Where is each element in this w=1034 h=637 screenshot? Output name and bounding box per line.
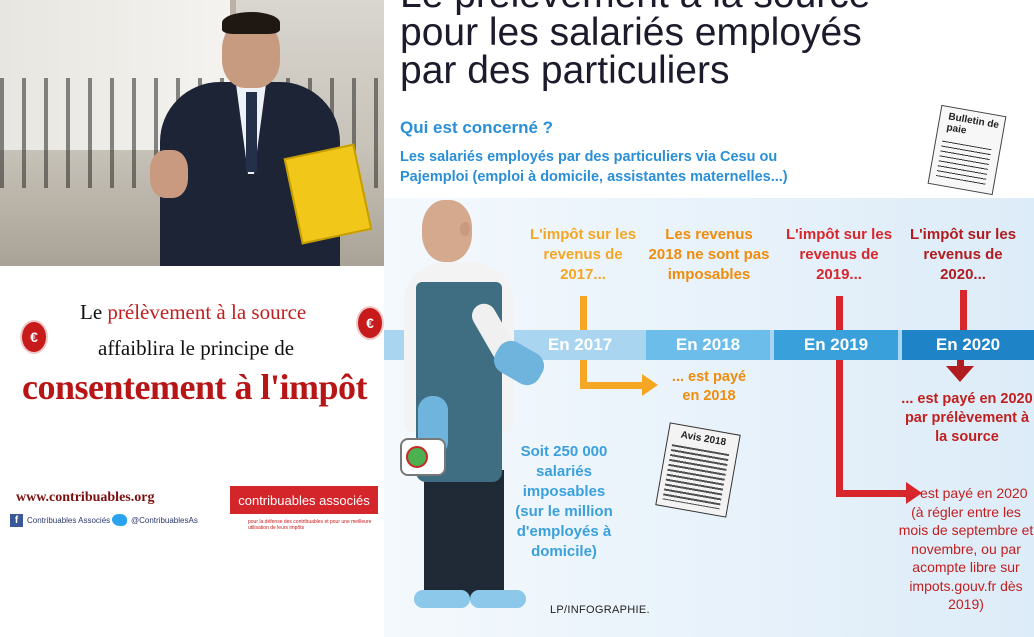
arrow-2017-head: [642, 374, 658, 396]
title-line-2: pour les salariés employés: [400, 11, 862, 54]
poster-line-2: affaiblira le principe de: [98, 336, 295, 360]
twitter-link[interactable]: @ContribuablesAs: [112, 514, 198, 526]
connector-2019-top: [836, 296, 843, 330]
worker-ear: [460, 222, 470, 236]
spray-label: [406, 446, 428, 468]
arrow-2017-vertical: [580, 360, 587, 388]
arrow-2019-vertical: [836, 360, 843, 496]
column-2018-head: Les revenus 2018 ne sont pas imposables: [648, 226, 770, 283]
worker-legs: [424, 470, 504, 600]
arrow-2020-head: [946, 366, 974, 382]
facebook-label: Contribuables Associés: [27, 516, 111, 525]
worker-shoe-left: [414, 590, 470, 608]
infographic-title: Le prélèvement à la source pour les sala…: [400, 0, 870, 90]
payslip-lines: [936, 140, 992, 185]
twitter-icon: [112, 514, 127, 526]
credit-text: LP/INFOGRAPHIE.: [550, 604, 650, 616]
hair: [222, 12, 280, 34]
arrow-2019-horizontal: [836, 490, 906, 497]
infographic: Le prélèvement à la source pour les sala…: [384, 0, 1034, 637]
tax-notice-label: Avis 2018: [679, 429, 727, 449]
employee-stat-text: Soit 250 000 salariés imposables (sur le…: [515, 443, 613, 560]
paid-2020-source-text: ... est payé en 2020 par prélèvement à l…: [901, 391, 1033, 445]
timeline-2017: En 2017: [518, 330, 642, 360]
raised-hand: [150, 150, 188, 198]
connector-2020-top: [960, 290, 967, 330]
title-line-3: par des particuliers: [400, 49, 730, 92]
timeline-2020: En 2020: [902, 330, 1034, 360]
column-2017-head: L'impôt sur les revenus de 2017...: [529, 226, 637, 283]
minister-photo: [0, 0, 384, 266]
arrow-2019-head: [906, 482, 922, 504]
tie: [246, 92, 257, 172]
euro-icon: €: [20, 320, 48, 354]
tax-notice-lines: [662, 444, 730, 510]
question-heading: Qui est concerné ?: [400, 118, 554, 137]
payslip-label: Bulletin de paie: [945, 111, 1000, 137]
title-line-1: Le prélèvement à la source: [400, 0, 870, 14]
worker-shoe-right: [470, 590, 526, 608]
brand-tagline: pour la défense des contribuables et pou…: [248, 519, 372, 531]
paid-2018-text: ... est payé en 2018: [671, 369, 747, 404]
spray-bottle: [400, 438, 446, 476]
poster-line-1-prefix: Le: [80, 300, 108, 324]
euro-icon: €: [356, 306, 384, 340]
facebook-icon: f: [10, 514, 23, 527]
brand-logo: contribuables associés: [230, 486, 378, 514]
contribuables-poster: € € Le prélèvement à la source affaiblir…: [0, 266, 384, 637]
paid-2020-detail-text: ... est payé en 2020 (à régler entre les…: [898, 485, 1034, 612]
timeline-2018: En 2018: [646, 330, 770, 360]
timeline-2019: En 2019: [774, 330, 898, 360]
concerned-text: Les salariés employés par des particulie…: [400, 149, 788, 185]
poster-headline: consentement à l'impôt: [22, 367, 367, 407]
poster-line-1: Le prélèvement à la source: [80, 300, 306, 325]
column-2020-head: L'impôt sur les revenus de 2020...: [909, 226, 1017, 283]
facebook-link[interactable]: f Contribuables Associés: [10, 514, 110, 527]
arrow-2017-horizontal: [580, 382, 642, 389]
payslip-icon: Bulletin de paie: [927, 104, 1007, 196]
tax-notice-icon: Avis 2018: [655, 422, 741, 518]
poster-line-1-red: prélèvement à la source: [107, 300, 307, 324]
twitter-label: @ContribuablesAs: [131, 515, 198, 525]
column-2019-head: L'impôt sur les revenus de 2019...: [785, 226, 893, 283]
connector-2017-top: [580, 296, 587, 330]
website-link[interactable]: www.contribuables.org: [16, 490, 155, 505]
